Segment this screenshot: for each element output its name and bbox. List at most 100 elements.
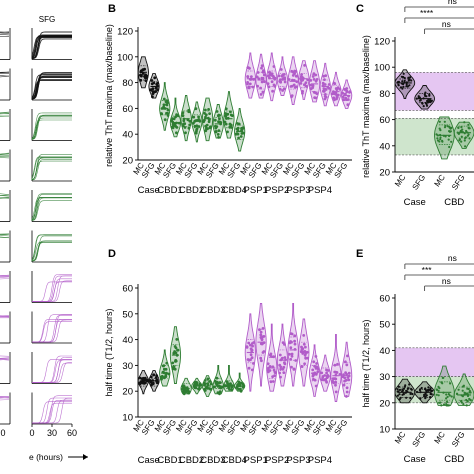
data-point <box>250 342 254 345</box>
y-axis-label: half time (T1/2, hours) <box>361 319 371 407</box>
data-point <box>280 356 284 360</box>
data-point <box>437 389 440 392</box>
data-point <box>278 371 281 375</box>
data-point <box>450 140 453 143</box>
data-point <box>162 97 166 101</box>
data-point <box>323 374 327 377</box>
data-point <box>460 126 463 129</box>
data-point <box>405 396 408 399</box>
data-point <box>259 333 263 337</box>
data-point <box>468 127 471 130</box>
data-point <box>247 341 251 345</box>
data-point <box>309 79 313 82</box>
data-point <box>399 86 403 89</box>
data-point <box>237 136 241 140</box>
data-point <box>250 75 253 78</box>
trace-line <box>0 71 10 74</box>
trace-line <box>32 357 72 383</box>
violin-sfg <box>234 107 246 152</box>
data-point <box>428 93 431 96</box>
data-point <box>344 360 347 364</box>
data-point <box>312 78 316 81</box>
data-point <box>256 71 260 74</box>
data-point <box>152 373 156 377</box>
y-tick-label: 40 <box>122 130 133 141</box>
data-point <box>261 327 265 330</box>
trace-line <box>31 115 72 140</box>
data-point <box>236 384 240 388</box>
violin-sfg <box>276 323 289 387</box>
data-point <box>290 340 293 344</box>
data-point <box>315 92 319 95</box>
data-point <box>402 72 405 75</box>
y-axis-label: relative ThT maxima (max/baseline) <box>104 24 114 167</box>
data-point <box>334 390 338 394</box>
data-point <box>343 376 347 380</box>
violin-mc <box>287 303 299 387</box>
group-label-cbd: CBD <box>444 197 464 208</box>
data-point <box>204 108 207 112</box>
trace-line <box>0 357 10 360</box>
data-point <box>165 111 168 115</box>
y-tick-label: 40 <box>379 346 390 357</box>
y-tick-label: 120 <box>117 27 133 38</box>
trace-line <box>31 34 72 59</box>
data-point <box>463 391 466 394</box>
violin-sfg <box>341 341 353 397</box>
trace-line <box>0 234 10 237</box>
data-point <box>290 352 294 356</box>
data-point <box>449 130 452 133</box>
data-point <box>292 71 295 74</box>
data-point <box>408 84 411 87</box>
data-point <box>313 364 316 368</box>
data-point <box>268 73 272 77</box>
data-point <box>347 94 350 98</box>
panel-e-letter: E <box>356 248 363 260</box>
data-point <box>197 125 201 128</box>
y-tick-label: 20 <box>122 156 133 167</box>
data-point <box>445 404 448 407</box>
data-point <box>236 129 240 133</box>
trace-line <box>31 197 72 221</box>
data-point <box>397 385 400 388</box>
data-point <box>216 133 220 136</box>
data-point <box>409 392 412 395</box>
data-point <box>159 112 163 116</box>
data-point <box>151 92 155 95</box>
data-point <box>246 358 250 361</box>
data-point <box>294 70 298 73</box>
data-point <box>245 346 249 349</box>
data-point <box>173 345 177 348</box>
data-point <box>401 393 404 396</box>
data-point <box>175 338 179 341</box>
group-label-case: Case <box>404 454 426 465</box>
data-point <box>156 88 160 92</box>
data-point <box>465 129 468 133</box>
y-tick-label: 100 <box>374 63 390 74</box>
data-point <box>193 381 197 384</box>
reference-band-psp <box>395 347 474 377</box>
data-point <box>262 70 266 74</box>
data-point <box>449 382 452 385</box>
data-point <box>325 371 328 375</box>
data-point <box>198 384 201 387</box>
violin-sfg <box>191 101 203 143</box>
data-point <box>439 136 442 139</box>
data-point <box>334 87 338 90</box>
data-point <box>292 368 296 371</box>
data-point <box>154 90 158 93</box>
data-point <box>220 385 224 389</box>
data-point <box>323 78 326 81</box>
data-point <box>435 393 438 396</box>
y-axis-label: relative ThT maxima (max/baseline) <box>361 35 371 178</box>
data-point <box>415 390 419 394</box>
data-point <box>183 126 187 129</box>
data-point <box>466 394 470 398</box>
y-tick-label: 20 <box>122 387 133 398</box>
data-point <box>261 90 265 94</box>
y-tick-label: 120 <box>374 37 390 48</box>
data-point <box>460 140 463 143</box>
data-point <box>218 381 222 384</box>
data-point <box>462 403 465 406</box>
data-point <box>312 360 316 364</box>
